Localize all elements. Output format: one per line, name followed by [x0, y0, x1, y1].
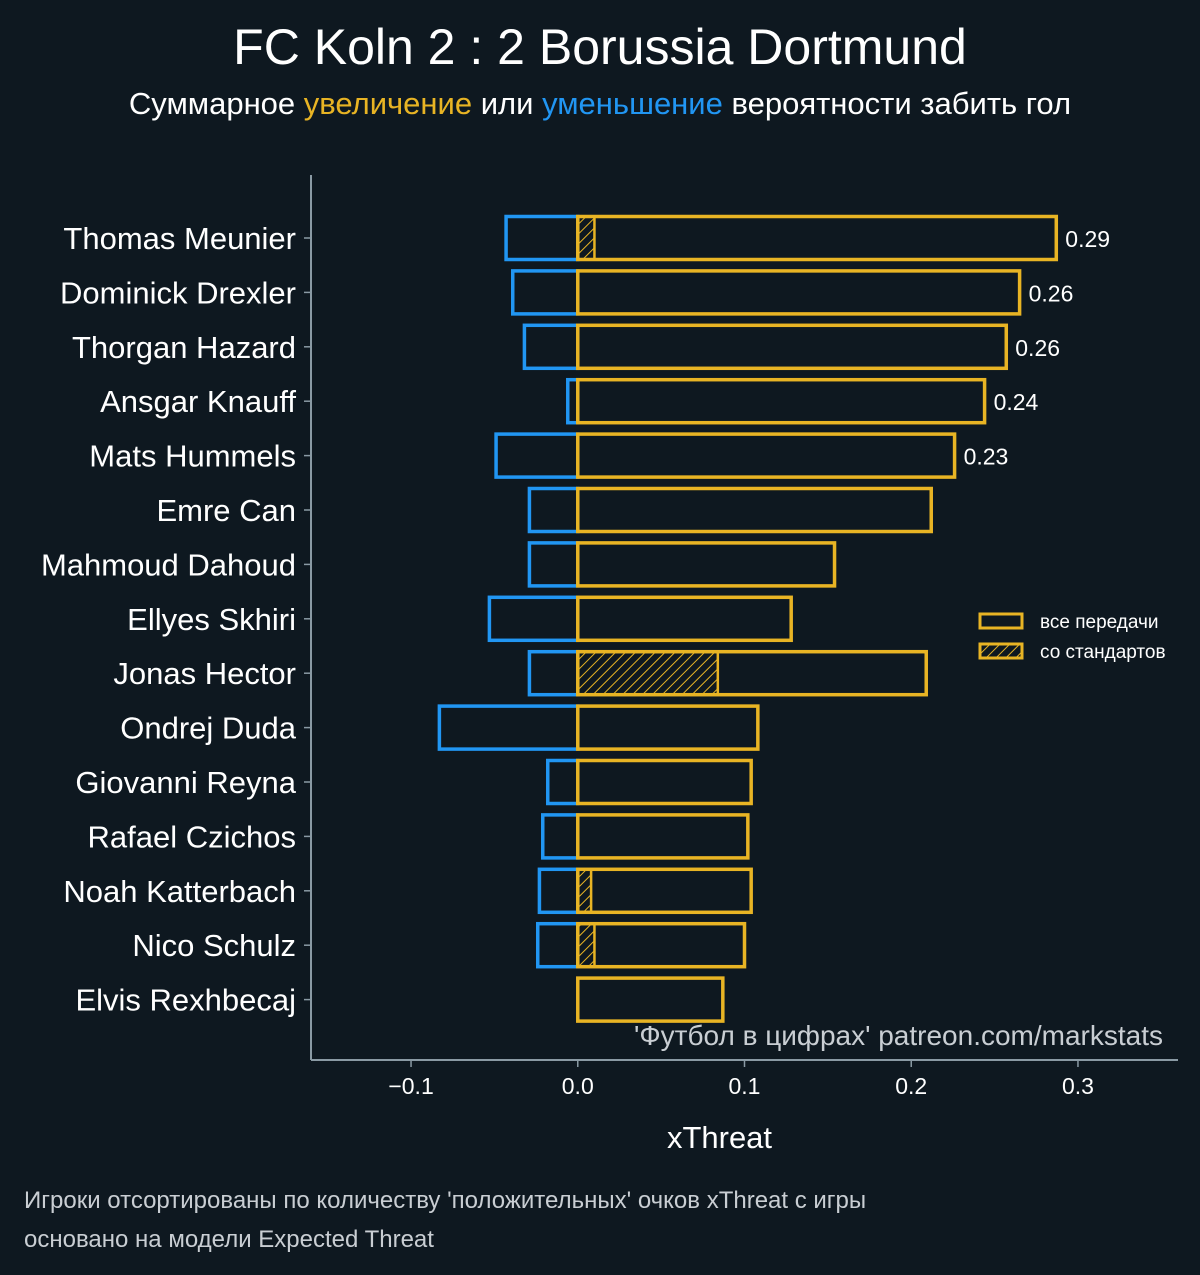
positive-bar — [576, 323, 1009, 371]
positive-bar — [576, 377, 987, 425]
player-label: Rafael Czichos — [88, 819, 296, 854]
player-label: Mats Hummels — [89, 439, 296, 474]
positive-bar — [576, 432, 957, 479]
positive-bar — [576, 921, 747, 969]
subtitle-suffix: вероятности забить гол — [731, 86, 1072, 121]
set-piece-bar — [576, 922, 596, 968]
subtitle-decrease: уменьшение — [542, 86, 723, 121]
negative-bar — [494, 432, 580, 479]
player-label: Dominick Drexler — [60, 275, 296, 310]
positive-bar — [576, 486, 933, 534]
watermark: 'Футбол в цифрах' patreon.com/markstats — [634, 1020, 1163, 1051]
negative-bar — [546, 758, 580, 806]
subtitle-prefix: Суммарное — [128, 86, 296, 121]
x-tick-label: −0.1 — [388, 1073, 433, 1099]
negative-bar — [522, 323, 580, 371]
player-label: Giovanni Reyna — [75, 765, 296, 800]
negative-bar — [527, 649, 580, 697]
value-label: 0.24 — [994, 389, 1039, 415]
positive-bar — [576, 813, 750, 860]
value-label: 0.29 — [1065, 226, 1110, 252]
x-tick-label: 0.3 — [1062, 1073, 1094, 1099]
positive-bar — [576, 214, 1059, 262]
value-label: 0.26 — [1029, 280, 1074, 306]
positive-bar — [576, 595, 793, 643]
player-label: Nico Schulz — [132, 928, 296, 963]
player-label: Ondrej Duda — [120, 711, 297, 746]
legend-swatch-set-pieces — [978, 642, 1024, 660]
footnote-sorting: Игроки отсортированы по количеству 'поло… — [24, 1187, 867, 1214]
player-label: Elvis Rexhbecaj — [75, 983, 296, 1018]
negative-bar — [510, 269, 580, 316]
subtitle-middle: или — [480, 86, 534, 121]
chart-subtitle: Суммарное увеличение или уменьшение веро… — [0, 86, 1200, 122]
player-label: Ellyes Skhiri — [127, 602, 296, 637]
footnote-model: основано на модели Expected Threat — [24, 1226, 434, 1253]
set-piece-bar — [576, 215, 596, 261]
negative-bar — [527, 486, 580, 534]
negative-bar — [527, 541, 580, 588]
positive-bar — [576, 269, 1022, 316]
positive-bar — [576, 704, 760, 751]
positive-bar — [576, 541, 837, 588]
value-label: 0.26 — [1015, 335, 1060, 361]
x-axis-title: xThreat — [667, 1120, 772, 1155]
player-label: Mahmoud Dahoud — [41, 547, 296, 582]
set-piece-bar — [576, 868, 593, 914]
positive-bar — [576, 867, 753, 915]
negative-bar — [536, 921, 580, 969]
negative-bar — [437, 704, 580, 751]
player-label: Thomas Meunier — [63, 221, 296, 256]
chart-title: FC Koln 2 : 2 Borussia Dortmund — [233, 19, 967, 75]
value-label: 0.23 — [964, 444, 1009, 470]
player-label: Noah Katterbach — [63, 874, 296, 909]
negative-bar — [537, 867, 580, 915]
player-label: Ansgar Knauff — [100, 384, 296, 419]
set-piece-bar — [576, 650, 720, 696]
legend-label-set-pieces: со стандартов — [1040, 642, 1166, 663]
plot-area: −0.1 0.0 0.1 0.2 0.3 xThreat Thomas Meunier 0.2… — [41, 175, 1178, 1155]
negative-bar — [541, 813, 580, 860]
x-tick-label: 0.1 — [729, 1073, 761, 1099]
positive-bar — [576, 649, 928, 697]
player-label: Thorgan Hazard — [72, 330, 296, 365]
player-label: Emre Can — [156, 493, 296, 528]
positive-bar — [576, 758, 753, 806]
player-label: Jonas Hector — [113, 656, 296, 691]
x-tick-label: 0.0 — [562, 1073, 594, 1099]
legend-label-all-passes: все передачи — [1040, 612, 1159, 633]
positive-bar — [576, 976, 725, 1023]
x-tick-label: 0.2 — [895, 1073, 927, 1099]
negative-bar — [487, 595, 580, 643]
negative-bar — [504, 214, 580, 262]
subtitle-increase: увеличение — [303, 86, 473, 121]
legend-swatch-all-passes — [978, 612, 1024, 630]
